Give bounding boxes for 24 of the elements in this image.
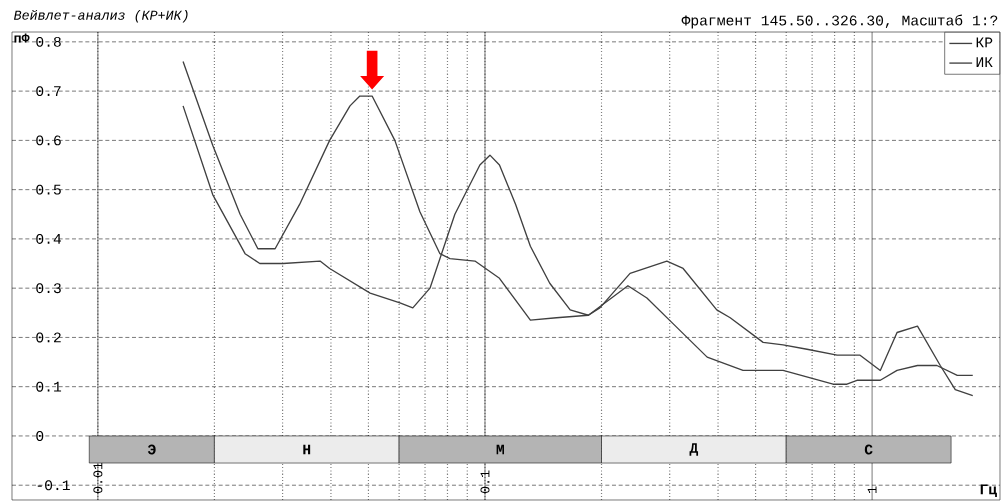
band-label: Н [303, 444, 311, 455]
y-tick-label: 0.2 [36, 332, 61, 343]
legend-label: КР [976, 37, 993, 48]
x-tick-label: 1 [867, 486, 877, 493]
chart-subtitle: Фрагмент 145.50..326.30, Масштаб 1:? [681, 14, 998, 29]
y-tick-label: 0.3 [36, 283, 61, 294]
legend-label: ИК [976, 57, 993, 67]
y-tick-label: -0.1 [37, 480, 70, 491]
x-axis-title: Гц [980, 484, 997, 498]
band-label: М [496, 444, 504, 455]
y-tick-label: 0.4 [36, 233, 62, 244]
y-axis-title: пФ [14, 33, 30, 43]
band-label: Э [147, 444, 156, 455]
y-tick-label: 0.1 [36, 381, 62, 392]
x-tick-label: 0.01 [93, 462, 103, 494]
y-tick-label: 0.5 [36, 184, 61, 195]
y-tick-label: 0 [36, 430, 44, 441]
x-tick-label: 0.1 [480, 470, 490, 494]
band-label: С [864, 444, 873, 455]
y-tick-label: 0.8 [36, 36, 61, 47]
y-tick-label: 0.6 [36, 135, 61, 146]
band-label: Д [689, 443, 699, 456]
chart-title: Вейвлет-анализ (КР+ИК) [13, 9, 188, 23]
y-tick-label: 0.7 [36, 86, 61, 97]
